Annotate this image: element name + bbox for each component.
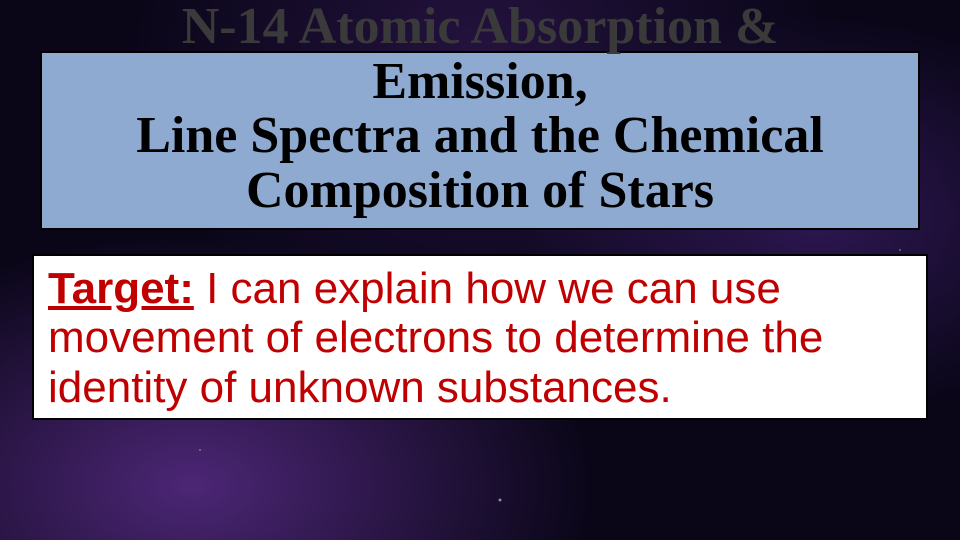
title-block: N-14 Atomic Absorption & Emission, Line … bbox=[40, 0, 920, 230]
title-line-2: Emission, bbox=[50, 55, 910, 110]
title-box: Emission, Line Spectra and the Chemical … bbox=[40, 51, 920, 231]
title-line-1: N-14 Atomic Absorption & bbox=[40, 0, 920, 55]
slide: N-14 Atomic Absorption & Emission, Line … bbox=[0, 0, 960, 540]
title-line-3: Line Spectra and the Chemical Compositio… bbox=[50, 109, 910, 218]
target-box: Target: I can explain how we can use mov… bbox=[32, 254, 928, 420]
target-label: Target: bbox=[48, 264, 194, 313]
